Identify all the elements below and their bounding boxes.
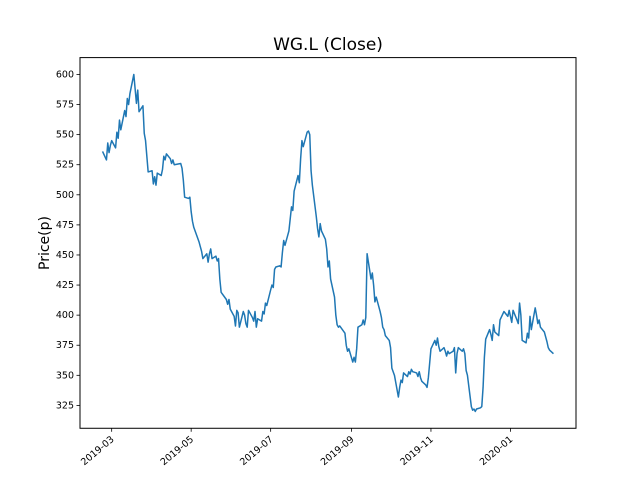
y-tick-label: 575 [56, 100, 74, 111]
y-tick-label: 500 [56, 190, 74, 201]
y-tick-label: 475 [56, 220, 74, 231]
y-tick-label: 600 [56, 69, 74, 80]
y-tick-label: 325 [56, 400, 74, 411]
chart-title: WG.L (Close) [273, 35, 383, 55]
y-tick-label: 525 [56, 160, 74, 171]
y-axis-ticks: 325 350 375 400 425 450 475 500 525 550 575 600 [56, 69, 80, 411]
y-tick-label: 425 [56, 280, 74, 291]
y-axis-label: Price(p) [37, 216, 53, 270]
plot-frame [79, 57, 577, 429]
price-line [101, 73, 554, 413]
y-tick-label: 375 [56, 340, 74, 351]
y-tick-label: 450 [56, 250, 74, 261]
y-tick-label: 400 [56, 310, 74, 321]
y-tick-label: 550 [56, 130, 74, 141]
y-tick-label: 350 [56, 370, 74, 381]
